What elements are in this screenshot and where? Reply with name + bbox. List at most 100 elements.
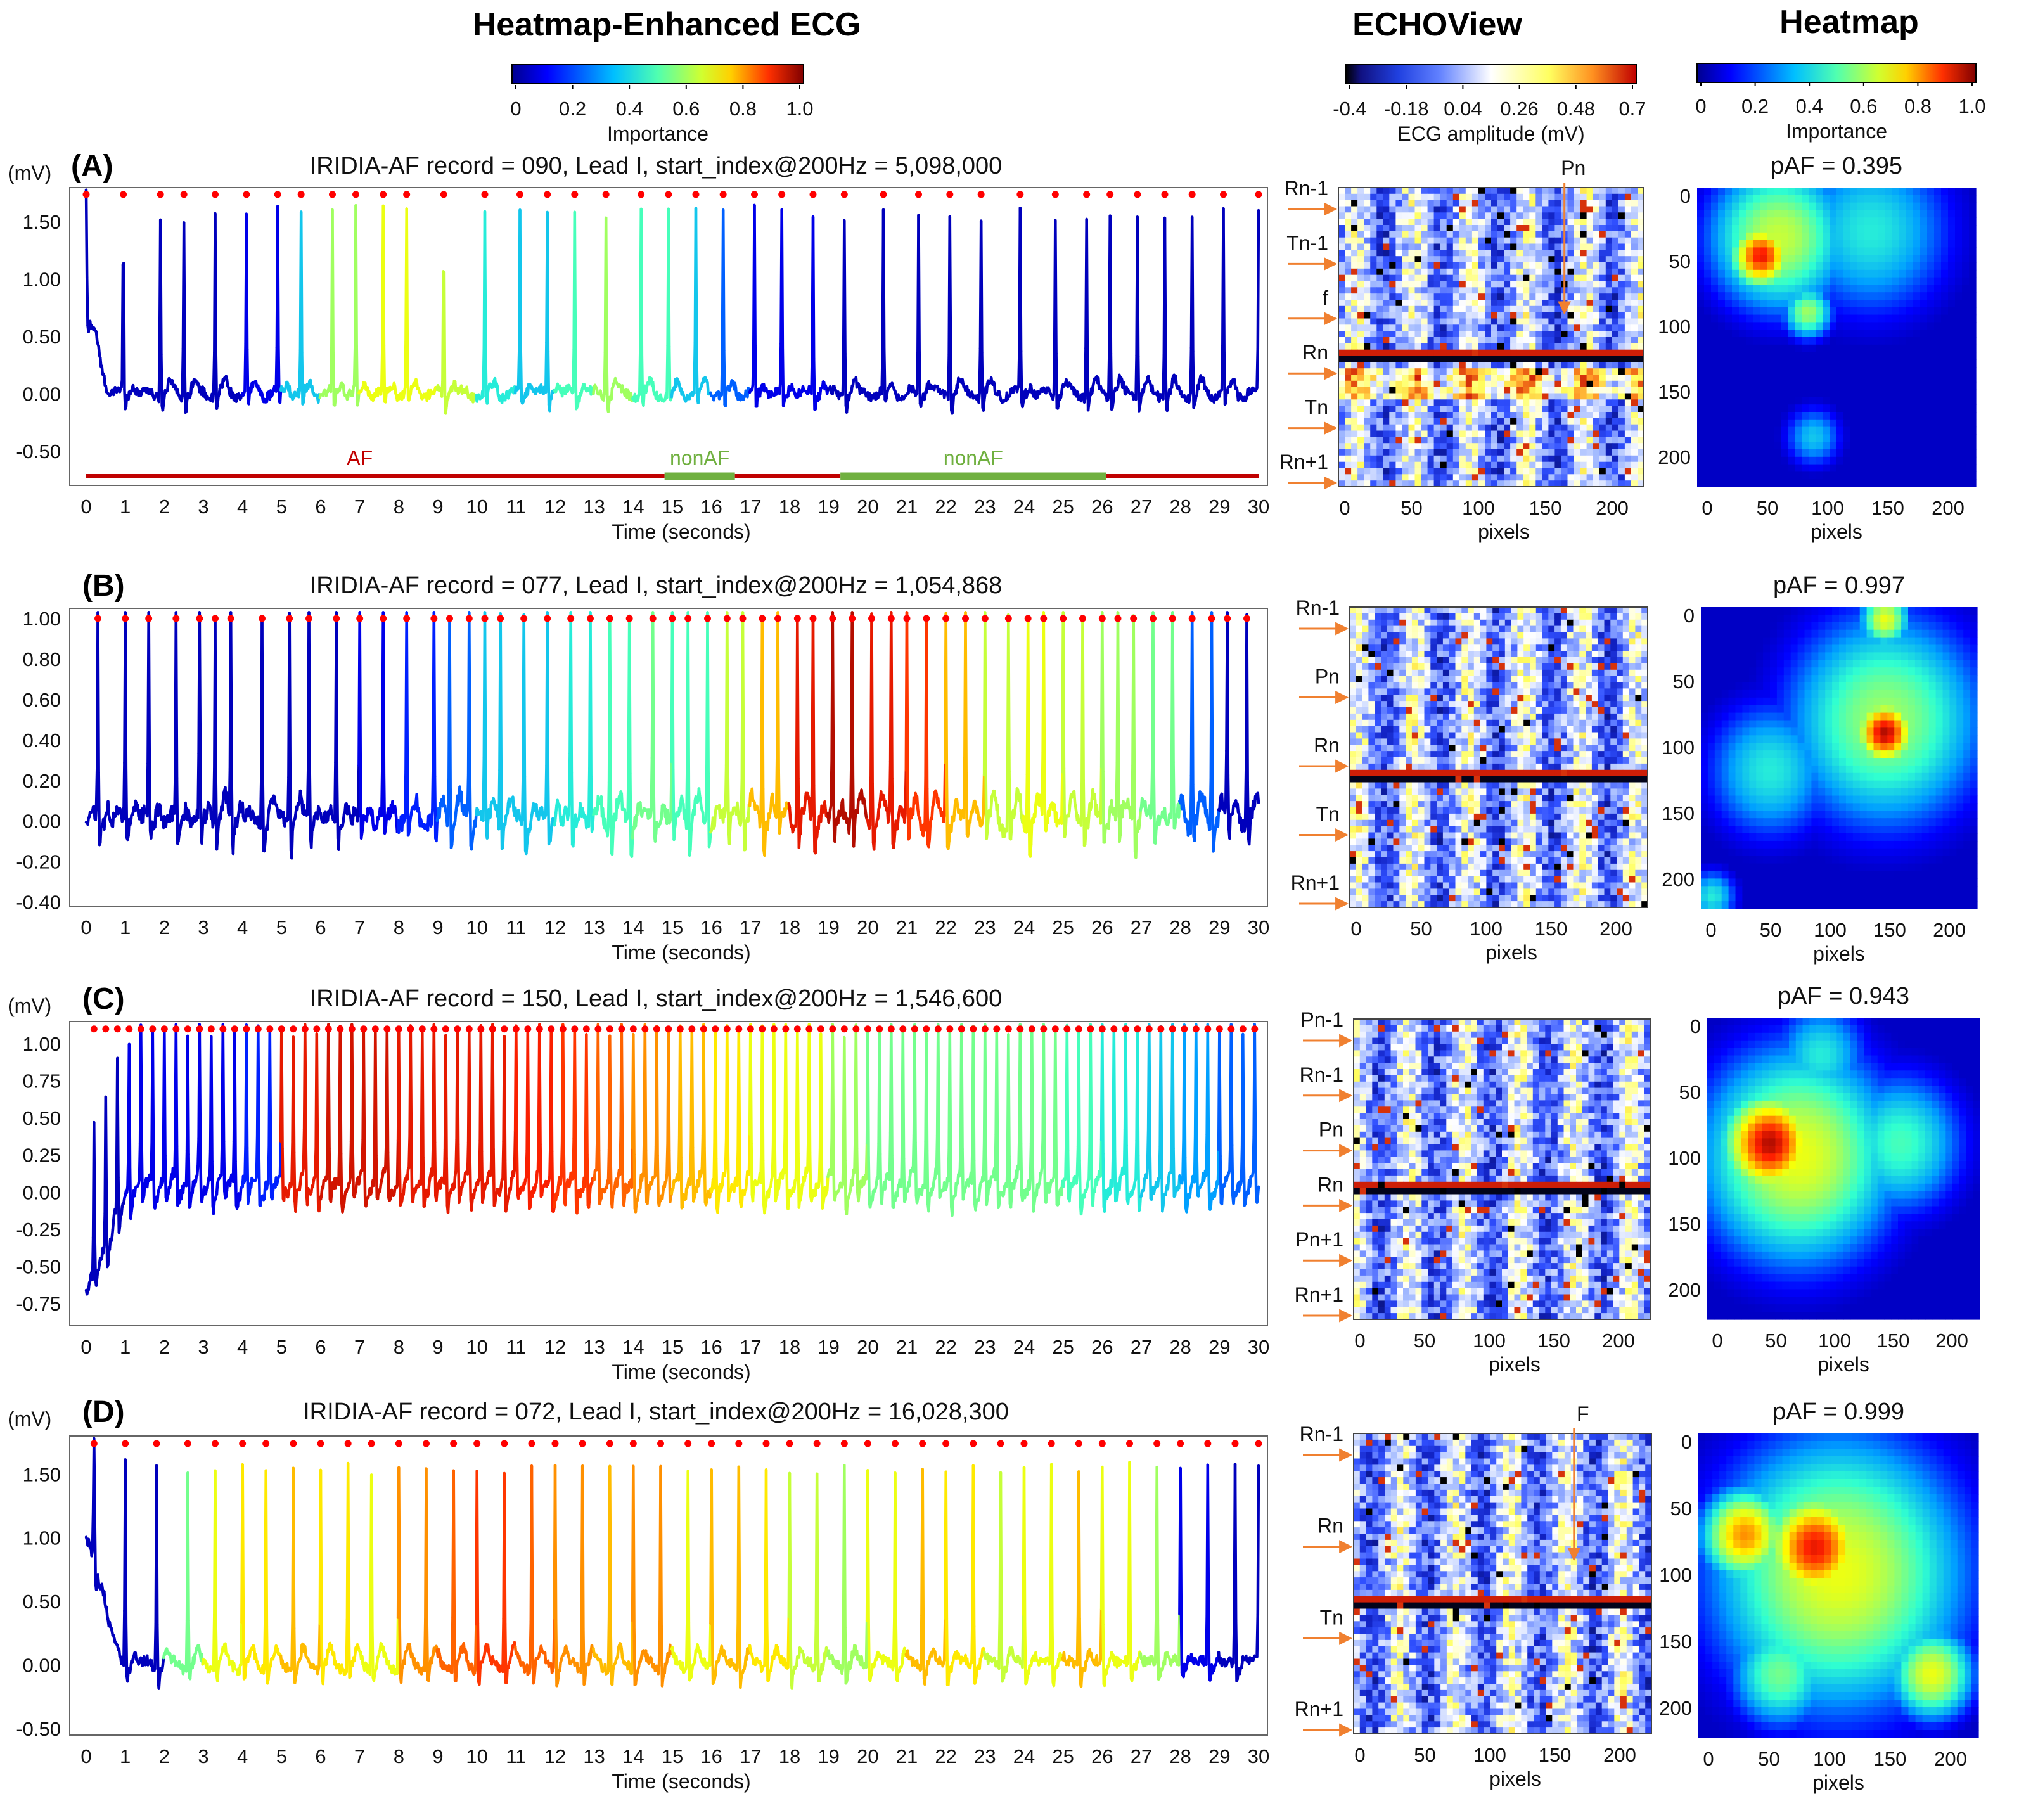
echo-pixel (1548, 281, 1555, 288)
echo-pixel (1485, 281, 1492, 288)
echo-pixel (1383, 293, 1390, 300)
ecg-segment (950, 217, 951, 356)
echo-pixel (1548, 188, 1555, 194)
r-peak-dot (810, 191, 817, 198)
echo-pixel (1625, 225, 1632, 231)
echo-pixel (1535, 238, 1542, 244)
echo-pixel (1364, 287, 1371, 293)
echo-pixel (1485, 256, 1492, 262)
echo-pixel (1447, 293, 1454, 300)
r-peak-dot (212, 191, 219, 198)
echo-pixel (1370, 269, 1377, 275)
echo-pixel (1370, 300, 1377, 306)
echo-pixel (1554, 293, 1561, 300)
echo-pixel (1345, 262, 1352, 269)
echo-pixel (1459, 238, 1466, 244)
echo-pixel (1409, 219, 1416, 225)
echo-pixel (1376, 269, 1383, 275)
echo-pixel (1587, 219, 1594, 225)
ecg-segment (1138, 356, 1139, 411)
echo-pixel (1606, 269, 1613, 275)
echo-pixel (1516, 262, 1523, 269)
echo-pixel (1587, 275, 1594, 281)
echo-pixel (1568, 281, 1575, 288)
echo-pixel (1554, 194, 1561, 200)
echo-pixel (1440, 269, 1447, 275)
echo-pixel (1580, 188, 1587, 194)
echo-pixel (1625, 262, 1632, 269)
echo-pixel (1383, 212, 1390, 219)
echo-pixel (1389, 225, 1396, 231)
r-peak-dot (544, 191, 551, 198)
echo-pixel (1535, 212, 1542, 219)
r-peak-dot (516, 191, 523, 198)
echo-pixel (1434, 207, 1441, 213)
x-tick-label: 26 (1091, 496, 1113, 518)
panel-a: (A) IRIDIA-AF record = 090, Lead I, start… (8, 150, 1977, 543)
echo-pixel (1472, 225, 1479, 231)
echo-pixel (1587, 194, 1594, 200)
echo-pixel (1402, 281, 1409, 288)
echo-pixel (1574, 231, 1581, 238)
echo-pixel (1491, 238, 1498, 244)
r-peak-dot (329, 191, 336, 198)
echo-pixel (1612, 275, 1619, 281)
r-peak-dot (720, 191, 727, 198)
colorbar-tick-label: 0.6 (672, 98, 700, 120)
echo-pixel (1389, 281, 1396, 288)
echo-pixel (1516, 200, 1523, 207)
echo-pixel (1357, 244, 1364, 250)
echo-pixel (1497, 200, 1504, 207)
colorbar-importance-ecg: 0 0.2 0.4 0.6 0.8 1.0 Importance (510, 65, 813, 145)
echo-pixel (1497, 256, 1504, 262)
echo-pixel (1568, 256, 1575, 262)
echo-pixel (1497, 287, 1504, 293)
header-ecg: Heatmap-Enhanced ECG (473, 6, 861, 43)
echo-pixel (1447, 238, 1454, 244)
echo-pixel (1599, 238, 1606, 244)
echo-pixel (1542, 275, 1549, 281)
echo-pixel (1409, 188, 1416, 194)
echo-pixel (1568, 231, 1575, 238)
echo-pixel (1497, 262, 1504, 269)
echo-pixel (1453, 287, 1460, 293)
echo-pixel (1529, 293, 1536, 300)
echo-pixel (1338, 256, 1345, 262)
echo-pixel (1459, 231, 1466, 238)
panel-tag: (A) (71, 150, 113, 183)
ecg-segment (278, 347, 279, 401)
echo-pixel (1618, 207, 1625, 213)
echo-pixel (1402, 194, 1409, 200)
r-peak-dot (693, 191, 700, 198)
ecg-segment (844, 221, 845, 354)
echo-pixel (1587, 293, 1594, 300)
echo-pixel (1389, 293, 1396, 300)
echo-pixel (1580, 269, 1587, 275)
echo-pixel (1568, 262, 1575, 269)
echo-pixel (1395, 231, 1402, 238)
echo-pixel (1345, 293, 1352, 300)
echo-pixel (1409, 194, 1416, 200)
echo-pixel (1497, 231, 1504, 238)
echo-pixel (1631, 238, 1638, 244)
echo-pixel (1485, 293, 1492, 300)
echo-pixel (1415, 225, 1422, 231)
echo-pixel (1548, 207, 1555, 213)
echo-pixel (1542, 212, 1549, 219)
echo-pixel (1542, 231, 1549, 238)
echo-pixel (1421, 293, 1428, 300)
echo-pixel (1357, 281, 1364, 288)
echo-pixel (1491, 287, 1498, 293)
colorbar-tick-label: 0.48 (1557, 98, 1595, 120)
echo-pixel (1523, 225, 1530, 231)
x-tick-label: 2 (159, 496, 170, 518)
echo-pixel (1357, 212, 1364, 219)
echo-pixel (1568, 275, 1575, 281)
echo-pixel (1510, 219, 1517, 225)
echo-pixel (1428, 269, 1435, 275)
echo-pixel (1491, 281, 1498, 288)
echo-pixel (1376, 212, 1383, 219)
echo-pixel (1574, 212, 1581, 219)
echo-pixel (1516, 250, 1523, 256)
echo-pixel (1389, 238, 1396, 244)
